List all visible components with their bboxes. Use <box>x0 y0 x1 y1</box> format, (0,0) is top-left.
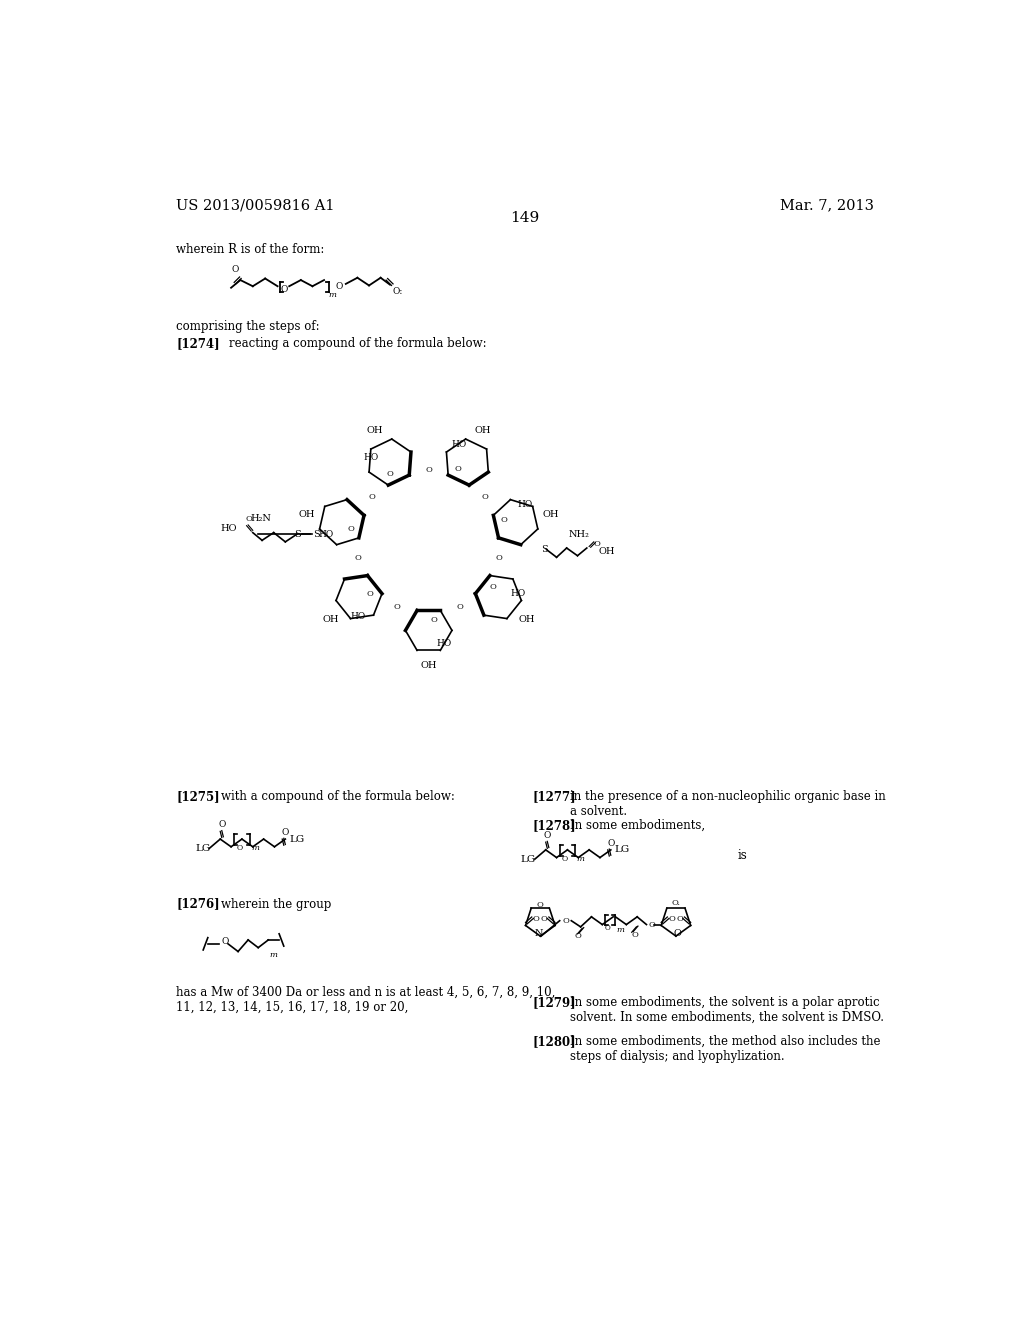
Text: In some embodiments,: In some embodiments, <box>569 818 705 832</box>
Text: wherein R is of the form:: wherein R is of the form: <box>176 243 325 256</box>
Text: O: O <box>607 838 614 847</box>
Text: O: O <box>282 828 289 837</box>
Text: US 2013/0059816 A1: US 2013/0059816 A1 <box>176 198 335 213</box>
Text: HO: HO <box>517 500 532 510</box>
Text: LG: LG <box>289 834 304 843</box>
Text: O: O <box>632 931 638 939</box>
Text: O: O <box>649 921 655 929</box>
Text: O: O <box>541 915 548 923</box>
Text: O: O <box>501 516 508 524</box>
Text: O:: O: <box>392 288 402 296</box>
Text: O: O <box>489 582 497 591</box>
Text: O: O <box>537 902 544 909</box>
Text: O: O <box>231 265 239 275</box>
Text: O: O <box>532 915 540 923</box>
Text: O.: O. <box>672 899 680 907</box>
Text: HO: HO <box>351 612 367 622</box>
Text: is: is <box>738 849 748 862</box>
Text: [1274]: [1274] <box>176 337 220 350</box>
Text: Mar. 7, 2013: Mar. 7, 2013 <box>779 198 873 213</box>
Text: OH: OH <box>474 425 492 434</box>
Text: HO: HO <box>318 529 334 539</box>
Text: reacting a compound of the formula below:: reacting a compound of the formula below… <box>228 337 486 350</box>
Text: HO: HO <box>452 440 467 449</box>
Text: OH: OH <box>518 615 535 623</box>
Text: O: O <box>574 932 581 940</box>
Text: O: O <box>394 603 400 611</box>
Text: has a Mw of 3400 Da or less and n is at least 4, 5, 6, 7, 8, 9, 10,
11, 12, 13, : has a Mw of 3400 Da or less and n is at … <box>176 986 555 1014</box>
Text: HO: HO <box>436 639 452 648</box>
Text: HO: HO <box>221 524 238 533</box>
Text: m: m <box>329 292 337 300</box>
Text: O: O <box>496 554 503 562</box>
Text: O: O <box>593 540 600 548</box>
Text: with a compound of the formula below:: with a compound of the formula below: <box>221 789 455 803</box>
Text: [1277]: [1277] <box>532 789 577 803</box>
Text: O: O <box>455 466 462 474</box>
Text: O: O <box>605 924 610 932</box>
Text: O: O <box>430 616 437 624</box>
Text: OH: OH <box>367 425 383 434</box>
Text: [1279]: [1279] <box>532 997 577 1010</box>
Text: m: m <box>270 950 278 958</box>
Text: S: S <box>294 529 301 539</box>
Text: O: O <box>246 515 252 524</box>
Text: m: m <box>577 855 585 863</box>
Text: m: m <box>251 845 259 853</box>
Text: O: O <box>354 554 361 562</box>
Text: LG: LG <box>614 845 630 854</box>
Text: O: O <box>222 937 229 946</box>
Text: O: O <box>336 281 343 290</box>
Text: O: O <box>218 820 225 829</box>
Text: OH: OH <box>421 661 437 671</box>
Text: N: N <box>535 929 543 939</box>
Text: O: O <box>367 590 374 598</box>
Text: S: S <box>541 545 548 554</box>
Text: O: O <box>674 929 681 939</box>
Text: in the presence of a non-nucleophilic organic base in
a solvent.: in the presence of a non-nucleophilic or… <box>569 789 886 818</box>
Text: O: O <box>425 466 432 474</box>
Text: In some embodiments, the solvent is a polar aprotic
solvent. In some embodiments: In some embodiments, the solvent is a po… <box>569 997 884 1024</box>
Text: LG: LG <box>521 854 537 863</box>
Text: O: O <box>482 492 488 500</box>
Text: O: O <box>237 845 243 853</box>
Text: [1276]: [1276] <box>176 898 220 911</box>
Text: O: O <box>387 470 393 478</box>
Text: H₂N: H₂N <box>251 515 271 524</box>
Text: m: m <box>616 925 625 935</box>
Text: In some embodiments, the method also includes the
steps of dialysis; and lyophyl: In some embodiments, the method also inc… <box>569 1035 881 1063</box>
Text: O: O <box>457 603 464 611</box>
Text: 149: 149 <box>510 211 540 224</box>
Text: NH₂: NH₂ <box>569 529 590 539</box>
Text: O: O <box>562 855 568 863</box>
Text: O: O <box>347 525 354 533</box>
Text: S: S <box>313 529 319 539</box>
Text: O: O <box>369 492 376 500</box>
Text: O: O <box>669 915 676 923</box>
Text: OH: OH <box>299 510 315 519</box>
Text: HO: HO <box>510 589 525 598</box>
Text: comprising the steps of:: comprising the steps of: <box>176 321 319 333</box>
Text: [1280]: [1280] <box>532 1035 577 1048</box>
Text: LG: LG <box>196 843 211 853</box>
Text: wherein the group: wherein the group <box>221 898 332 911</box>
Text: [1275]: [1275] <box>176 789 220 803</box>
Text: O: O <box>563 916 569 925</box>
Text: OH: OH <box>598 548 615 556</box>
Text: O: O <box>281 285 288 294</box>
Text: [1278]: [1278] <box>532 818 577 832</box>
Text: OH: OH <box>323 615 339 623</box>
Text: OH: OH <box>542 510 559 519</box>
Text: O: O <box>677 915 683 923</box>
Text: O: O <box>544 830 551 840</box>
Text: HO: HO <box>364 453 379 462</box>
